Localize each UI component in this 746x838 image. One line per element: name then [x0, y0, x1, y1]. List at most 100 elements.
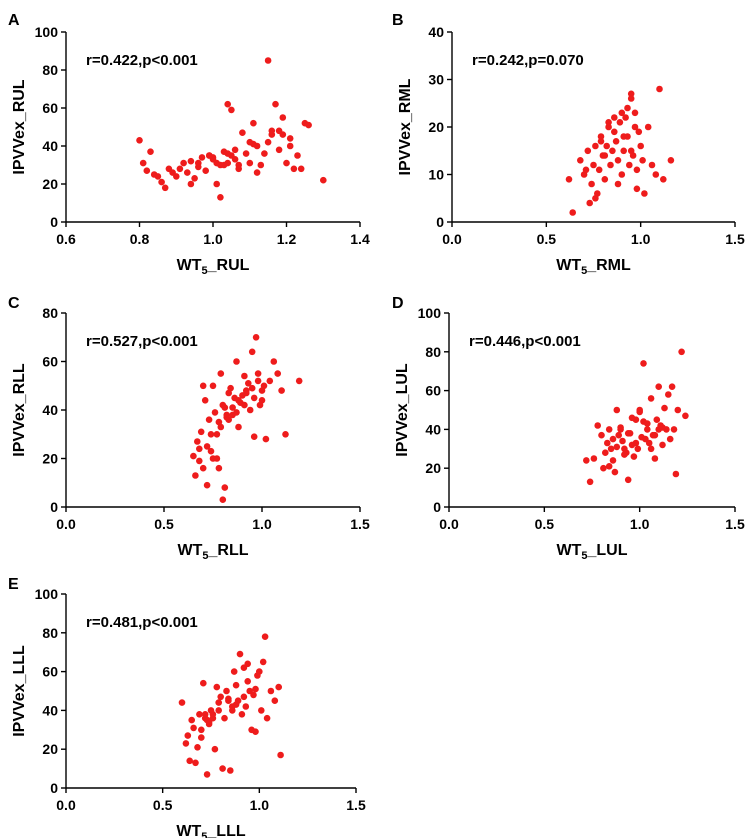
data-point — [632, 439, 640, 447]
data-point — [221, 484, 229, 491]
data-point — [213, 180, 220, 188]
data-point — [620, 133, 627, 140]
y-tick-label: 0 — [433, 499, 441, 515]
x-tick-label: 1.0 — [252, 516, 272, 532]
data-point — [248, 348, 256, 356]
data-point — [644, 426, 651, 433]
data-point — [586, 199, 593, 207]
data-point — [199, 382, 207, 390]
x-tick-label: 0.5 — [153, 797, 173, 813]
data-point — [624, 104, 631, 112]
x-tick-label: 0.8 — [130, 231, 150, 247]
data-point — [147, 148, 154, 155]
panel-d: D 0 20 40 60 80 100 0.0 0.5 1.0 1.5 WT5_LUL IPVVex_L… — [392, 295, 745, 562]
data-point — [245, 380, 252, 387]
data-point — [653, 416, 661, 424]
data-point — [270, 358, 278, 365]
y-tick-label: 20 — [425, 460, 441, 476]
data-point — [631, 123, 639, 131]
y-tick-label: 40 — [428, 24, 444, 40]
data-point — [143, 167, 151, 174]
y-tick-label: 80 — [42, 625, 58, 641]
data-point — [605, 426, 613, 433]
data-point — [231, 156, 239, 163]
data-point — [595, 166, 603, 174]
data-point — [295, 377, 303, 385]
data-point — [187, 157, 195, 165]
y-tick-label: 0 — [50, 499, 58, 515]
data-point — [588, 180, 595, 188]
x-tick-label: 1.0 — [250, 797, 270, 813]
x-tick-label: 0.6 — [56, 231, 76, 247]
data-point — [621, 451, 628, 458]
x-tick-label: 0.5 — [154, 516, 174, 532]
x-axis-label-main: WT — [557, 542, 582, 559]
data-point — [186, 757, 193, 765]
y-tick-label: 40 — [42, 402, 58, 418]
data-point — [661, 404, 668, 412]
data-point — [192, 759, 199, 767]
y-tick-label: 20 — [428, 119, 444, 135]
data-point — [199, 464, 207, 472]
data-point — [651, 455, 659, 462]
data-point — [644, 420, 651, 427]
data-point — [678, 348, 685, 356]
correlation-annotation: r=0.422,p<0.001 — [86, 52, 198, 69]
x-axis-label: WT5_RLL — [178, 542, 249, 562]
data-point — [223, 687, 230, 695]
data-point — [320, 176, 327, 184]
x-axis-label-subscript: 5 — [201, 265, 207, 277]
data-point — [217, 370, 225, 377]
panel-a: A 0 20 40 60 80 100 0.6 0.8 1.0 1.2 1.4 WT5_RUL IPVVe… — [8, 12, 370, 277]
scatter-points — [178, 633, 284, 778]
data-point — [255, 668, 263, 675]
data-point — [225, 416, 232, 424]
data-point — [244, 678, 251, 685]
x-axis-label-suffix: _RML — [586, 257, 631, 274]
x-axis-label: WT5_LUL — [557, 542, 628, 562]
data-point — [203, 771, 211, 778]
data-point — [607, 161, 614, 169]
y-tick-label: 40 — [42, 138, 58, 154]
data-point — [609, 147, 616, 155]
scatter-points — [136, 57, 327, 201]
data-point — [619, 437, 626, 445]
data-point — [232, 701, 240, 708]
data-point — [614, 180, 622, 188]
data-point — [233, 358, 240, 365]
y-tick-label: 40 — [42, 702, 58, 718]
data-point — [221, 404, 229, 411]
data-point — [616, 119, 624, 126]
data-point — [601, 176, 609, 183]
data-point — [682, 412, 689, 420]
panel-letter: C — [8, 295, 20, 312]
data-point — [190, 724, 197, 732]
data-point — [201, 711, 209, 718]
data-point — [258, 387, 266, 394]
data-point — [203, 481, 211, 489]
data-point — [611, 468, 619, 476]
data-point — [598, 431, 605, 439]
y-tick-label: 80 — [42, 305, 58, 321]
data-point — [250, 691, 257, 699]
data-point — [230, 668, 238, 675]
y-tick-label: 40 — [425, 421, 441, 437]
data-point — [612, 138, 620, 145]
data-point — [261, 633, 269, 640]
data-point — [286, 135, 294, 142]
data-point — [641, 190, 648, 197]
data-point — [206, 152, 213, 159]
data-point — [275, 683, 283, 691]
data-point — [252, 728, 259, 735]
data-point — [666, 435, 674, 443]
y-tick-label: 30 — [428, 72, 444, 88]
data-point — [609, 457, 617, 464]
data-point — [196, 445, 203, 453]
data-point — [259, 658, 267, 666]
data-point — [565, 176, 573, 183]
data-point — [659, 424, 666, 431]
data-point — [136, 137, 143, 144]
x-tick-label: 0.0 — [439, 516, 459, 532]
x-axis-label-subscript: 5 — [581, 550, 587, 562]
data-point — [242, 150, 250, 157]
